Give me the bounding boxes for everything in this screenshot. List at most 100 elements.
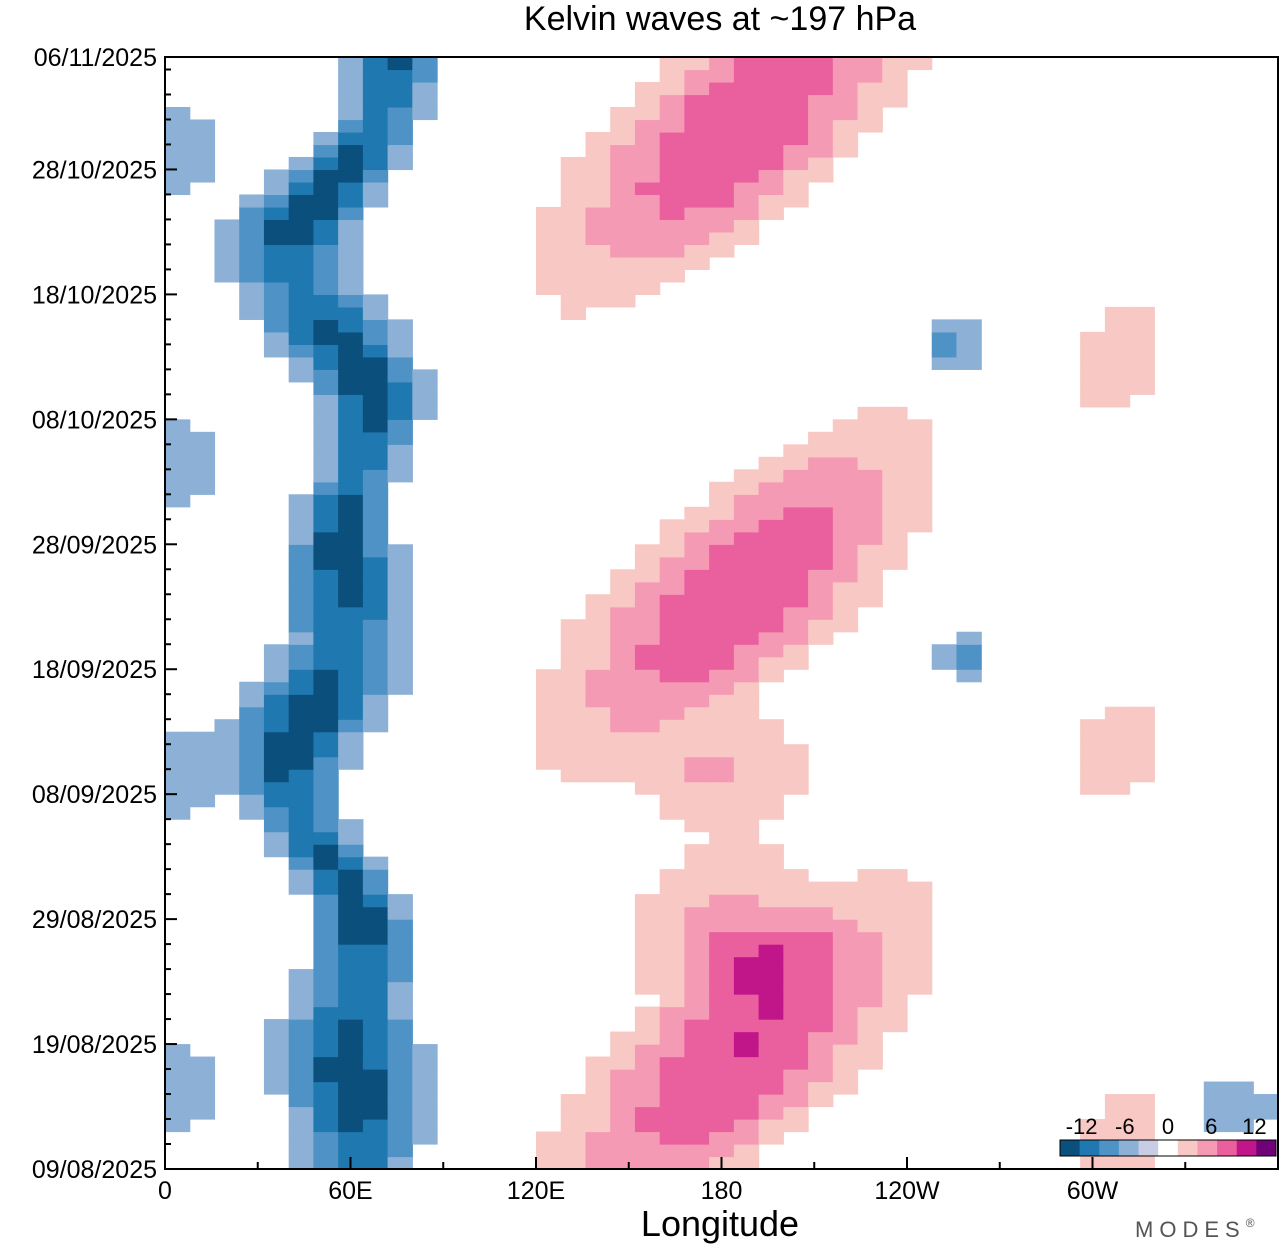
heat-cell — [288, 369, 314, 383]
heat-cell — [808, 444, 834, 458]
heat-cell — [585, 156, 611, 171]
heat-cell — [362, 569, 389, 583]
heat-cell — [189, 469, 216, 483]
heat-cell — [1129, 306, 1155, 320]
heat-cell — [634, 719, 661, 733]
brand-logo: MODES® — [1135, 1216, 1261, 1242]
heat-cell — [684, 619, 710, 633]
heat-cell — [362, 706, 389, 720]
heat-cell — [338, 606, 364, 620]
heat-cell — [659, 1019, 685, 1033]
heat-cell — [610, 769, 636, 783]
heat-cell — [709, 1044, 735, 1058]
heat-cell — [857, 881, 883, 895]
heat-cell — [882, 94, 908, 108]
heat-cell — [585, 731, 611, 745]
heat-cell — [412, 57, 438, 71]
heat-cell — [387, 631, 413, 645]
heat-cell — [263, 744, 290, 758]
heat-cell — [263, 794, 290, 808]
heat-cell — [165, 1069, 191, 1083]
heat-cell — [758, 731, 784, 745]
heat-cell — [758, 619, 784, 633]
heat-cell — [362, 1106, 389, 1120]
heat-cell — [907, 906, 933, 920]
heat-cell — [634, 1006, 661, 1020]
heat-cell — [684, 781, 710, 795]
heat-cell — [239, 269, 265, 283]
heat-cell — [362, 369, 389, 383]
heat-cell — [832, 1019, 859, 1033]
heat-cell — [709, 544, 735, 558]
heat-cell — [387, 119, 413, 133]
colorbar-swatch — [1138, 1140, 1159, 1156]
heat-cell — [585, 281, 611, 295]
heat-cell — [313, 381, 339, 395]
heat-cell — [338, 506, 364, 520]
heat-cell — [610, 119, 636, 133]
heat-cell — [362, 119, 389, 133]
heat-cell — [313, 981, 339, 995]
heat-cell — [610, 694, 636, 708]
heat-cell — [313, 469, 339, 483]
heat-cell — [907, 931, 933, 945]
heat-cell — [288, 644, 314, 658]
heat-cell — [758, 669, 784, 683]
heat-cell — [239, 706, 265, 720]
heat-cell — [560, 244, 587, 258]
heat-cell — [387, 444, 413, 458]
heat-cell — [659, 231, 685, 246]
heat-cell — [362, 931, 389, 945]
heat-cell — [634, 669, 661, 683]
heat-cell — [857, 981, 883, 995]
heat-cell — [585, 706, 611, 720]
heat-cell — [288, 669, 314, 683]
heat-cell — [288, 1144, 314, 1158]
heat-cell — [288, 831, 314, 845]
heat-cell — [783, 1056, 809, 1070]
heat-cell — [263, 844, 290, 858]
heat-cell — [610, 1119, 636, 1133]
heat-cell — [412, 394, 438, 408]
heat-cell — [412, 1131, 438, 1145]
heat-cell — [634, 119, 661, 133]
heat-cell — [560, 694, 587, 708]
heat-cell — [610, 1156, 636, 1170]
heat-cell — [758, 506, 784, 520]
heat-cell — [659, 569, 685, 583]
heat-cell — [758, 1031, 784, 1045]
x-axis: 0 60E 120E 180 120W 60W — [158, 1157, 1279, 1205]
heat-cell — [387, 1006, 413, 1020]
heat-cell — [684, 506, 710, 520]
heat-cell — [1253, 1106, 1279, 1120]
heat-cell — [857, 506, 883, 520]
x-tick-label: 60W — [1067, 1177, 1119, 1205]
heat-cell — [560, 219, 587, 233]
heat-cell — [733, 57, 760, 71]
heat-cell — [709, 706, 735, 720]
heat-cell — [709, 57, 735, 71]
heat-cell — [709, 106, 735, 121]
heat-cell — [684, 106, 710, 121]
heat-cell — [956, 356, 982, 370]
heat-cell — [387, 344, 413, 358]
heat-cell — [387, 906, 413, 920]
heat-cell — [610, 681, 636, 695]
heat-cell — [758, 1081, 784, 1095]
heat-cell — [338, 419, 364, 433]
heat-cell — [585, 1106, 611, 1120]
heat-cell — [956, 344, 982, 358]
heat-cell — [189, 144, 216, 158]
heat-cell — [239, 256, 265, 270]
heat-cell — [387, 956, 413, 970]
heat-cell — [313, 519, 339, 533]
heat-cell — [585, 644, 611, 658]
heat-cell — [733, 1081, 760, 1095]
heat-cell — [634, 1144, 661, 1158]
heat-cell — [387, 969, 413, 983]
heat-cell — [1203, 1119, 1230, 1133]
heat-cell — [684, 556, 710, 570]
heat-cell — [288, 306, 314, 320]
heat-cell — [288, 606, 314, 620]
heat-cell — [832, 1081, 859, 1095]
